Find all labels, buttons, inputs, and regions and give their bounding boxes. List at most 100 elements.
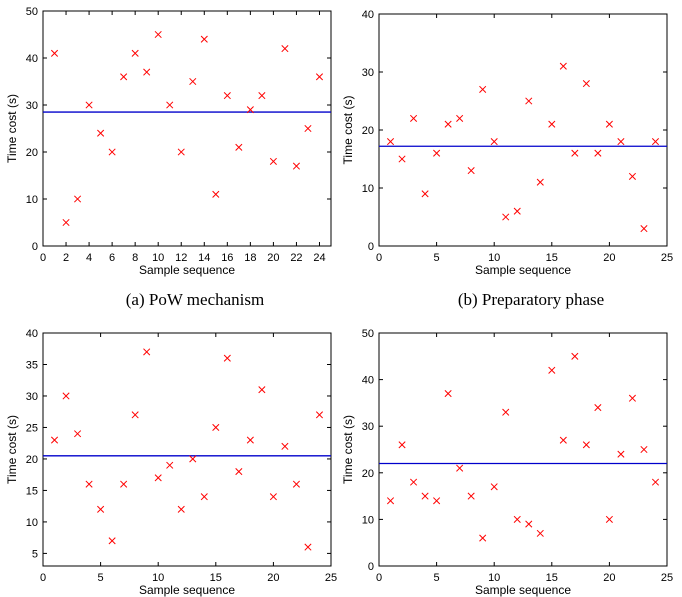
data-point	[177, 148, 185, 156]
data-point	[548, 366, 556, 374]
data-point	[502, 213, 510, 221]
data-point	[85, 480, 93, 488]
data-point	[74, 430, 82, 438]
y-axis-label: Time cost (s)	[5, 94, 19, 163]
data-point	[120, 73, 128, 81]
data-point	[628, 172, 636, 180]
data-point	[97, 505, 105, 513]
data-point	[200, 35, 208, 43]
y-tick-label: 40	[26, 53, 38, 65]
y-tick-label: 30	[26, 391, 38, 403]
x-tick-label: 25	[325, 572, 337, 584]
data-point	[467, 167, 475, 175]
data-point	[502, 408, 510, 416]
data-point	[479, 534, 487, 542]
data-point	[571, 352, 579, 360]
data-point	[166, 461, 174, 469]
data-point	[108, 148, 116, 156]
x-tick-label: 15	[210, 572, 222, 584]
data-point	[269, 157, 277, 165]
y-tick-label: 10	[362, 514, 374, 526]
data-point	[467, 492, 475, 500]
data-point	[246, 436, 254, 444]
data-point	[212, 423, 220, 432]
data-point	[212, 190, 220, 198]
data-point	[131, 411, 139, 419]
data-point	[456, 464, 464, 472]
y-tick-label: 10	[26, 194, 38, 206]
x-tick-label: 12	[175, 252, 187, 264]
y-tick-label: 0	[368, 561, 374, 573]
x-tick-label: 8	[132, 252, 138, 264]
data-point	[421, 190, 429, 198]
y-tick-label: 0	[32, 241, 38, 253]
x-tick-label: 0	[376, 252, 382, 264]
data-point	[223, 354, 231, 362]
subfigure-caption: (b) Preparatory phase	[458, 290, 604, 309]
data-point	[223, 92, 231, 100]
data-point	[548, 120, 556, 128]
x-tick-label: 2	[63, 252, 69, 264]
x-tick-label: 10	[152, 252, 164, 264]
data-point	[410, 478, 418, 486]
data-point	[108, 537, 116, 545]
y-tick-label: 40	[362, 375, 374, 387]
data-point	[143, 348, 151, 356]
data-point	[154, 30, 162, 39]
x-tick-label: 6	[109, 252, 115, 264]
data-point	[235, 143, 243, 151]
data-point	[536, 529, 544, 537]
data-point	[628, 394, 636, 402]
data-point	[490, 483, 498, 491]
y-tick-label: 40	[362, 9, 374, 21]
data-point	[398, 441, 406, 449]
data-point	[444, 390, 452, 398]
chart-panel-2: 0 5 10 15 20 25 0 10 20 30 40 Sample sequence Time c…	[341, 9, 673, 309]
y-tick-label: 30	[362, 67, 374, 79]
y-tick-label: 20	[26, 454, 38, 466]
data-point	[444, 120, 452, 128]
x-tick-label: 4	[86, 252, 92, 264]
data-point	[410, 114, 418, 122]
x-tick-label: 14	[198, 252, 210, 264]
y-tick-label: 35	[26, 359, 38, 371]
y-tick-label: 30	[362, 421, 374, 433]
data-point	[559, 436, 567, 444]
data-point	[456, 114, 464, 122]
data-point	[594, 149, 602, 157]
data-point	[315, 73, 324, 81]
x-tick-label: 10	[488, 252, 500, 264]
x-tick-label: 0	[40, 572, 46, 584]
y-tick-label: 20	[362, 468, 374, 480]
y-tick-label: 15	[26, 485, 38, 497]
data-point	[421, 492, 429, 500]
data-point	[50, 436, 59, 444]
data-point	[131, 49, 139, 57]
x-tick-label: 0	[40, 252, 46, 264]
data-point	[582, 80, 590, 88]
plot-frame	[378, 13, 668, 247]
x-tick-label: 20	[603, 572, 615, 584]
data-point	[605, 515, 613, 523]
x-tick-label: 5	[434, 572, 440, 584]
data-point	[315, 411, 324, 419]
data-point	[200, 493, 208, 501]
data-point	[559, 62, 567, 70]
data-point	[398, 155, 406, 163]
x-tick-label: 20	[267, 572, 279, 584]
data-point	[571, 149, 579, 157]
data-point	[62, 392, 70, 400]
data-point	[582, 441, 590, 449]
data-point	[120, 480, 128, 488]
data-point	[605, 120, 613, 128]
data-point	[281, 442, 289, 450]
data-point	[143, 68, 151, 76]
data-point	[246, 106, 254, 114]
x-tick-label: 24	[313, 252, 325, 264]
data-point	[292, 162, 300, 170]
data-point	[154, 474, 162, 482]
data-point	[189, 455, 197, 463]
data-point	[281, 45, 289, 53]
